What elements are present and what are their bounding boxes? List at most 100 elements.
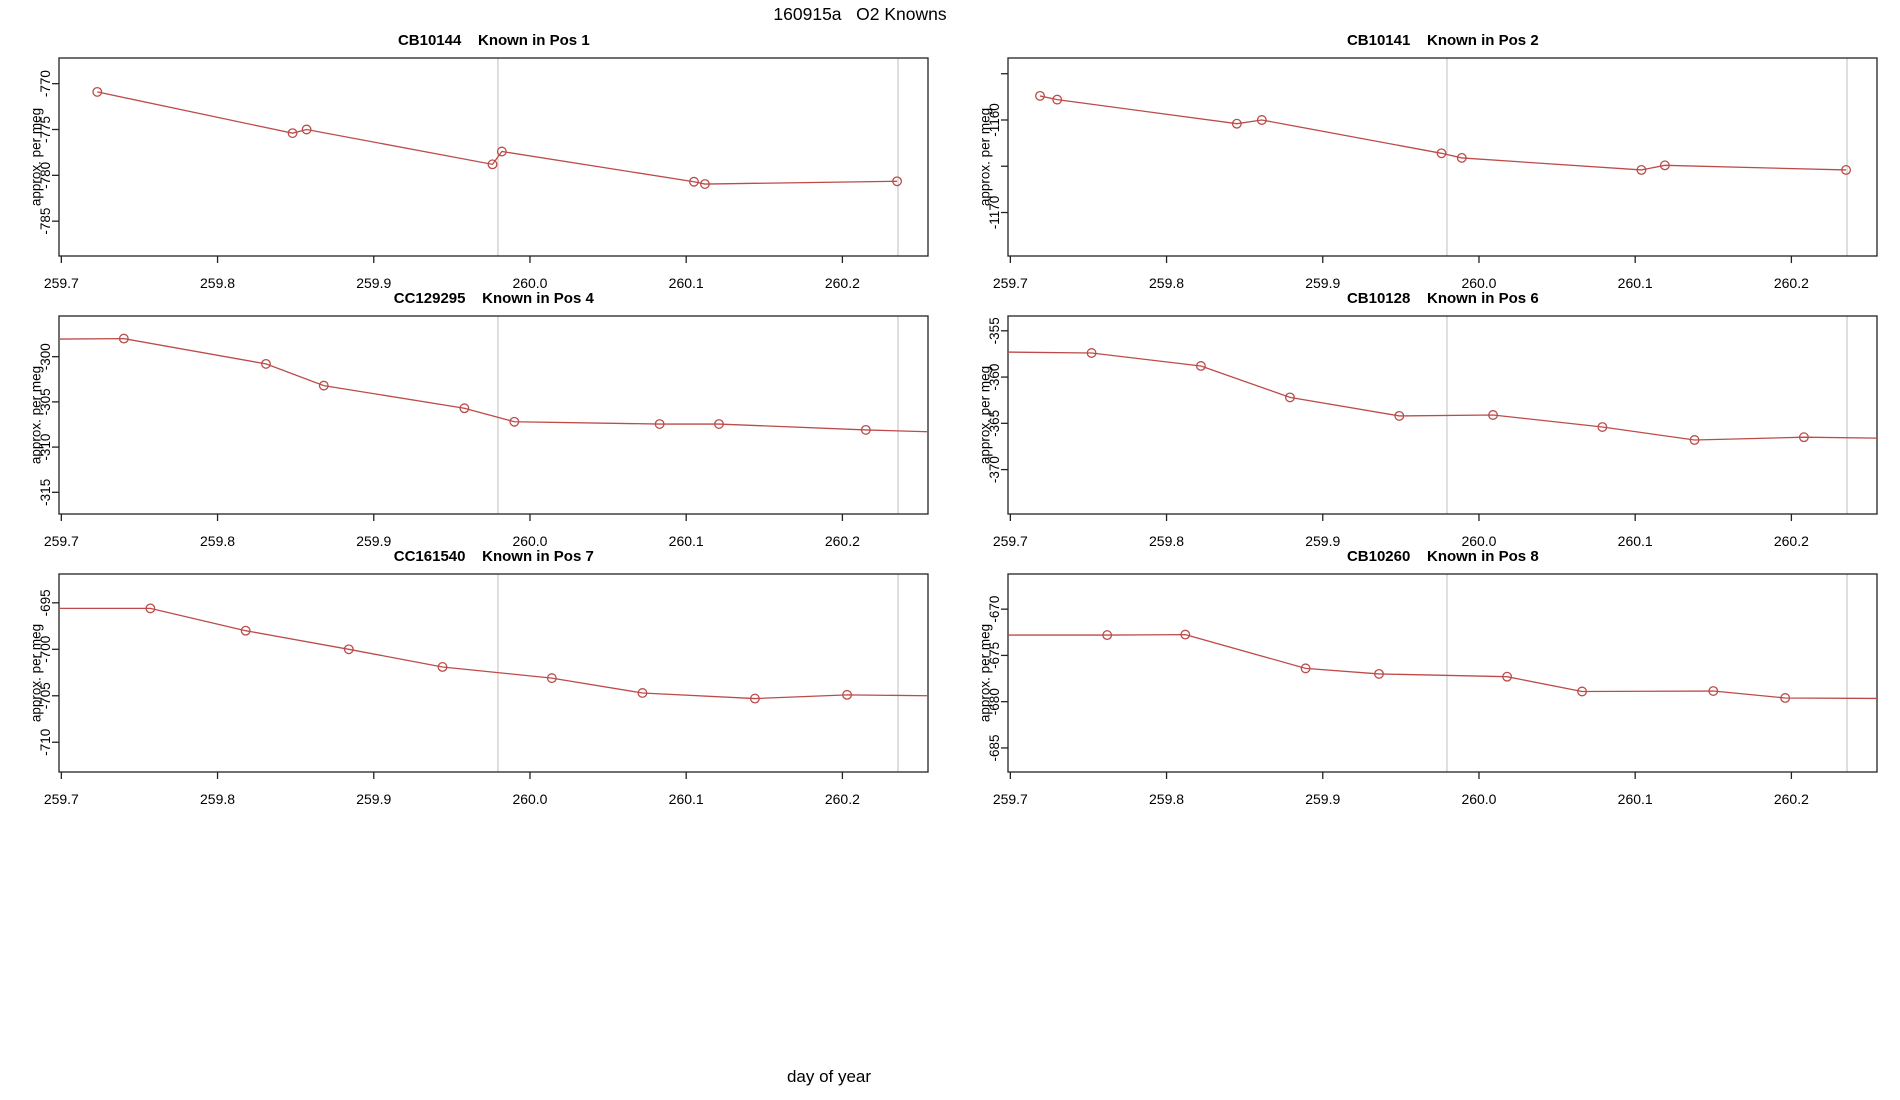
series-line xyxy=(1040,95,1847,171)
data-point xyxy=(1689,435,1700,445)
data-point xyxy=(654,419,665,429)
data-point xyxy=(1436,148,1447,159)
x-tick-label: 259.8 xyxy=(1149,533,1184,549)
data-point xyxy=(241,625,251,636)
data-point xyxy=(1052,94,1063,105)
x-tick-label: 260.1 xyxy=(669,533,704,549)
x-tick-label: 260.1 xyxy=(1618,275,1653,291)
plot-box xyxy=(58,573,929,773)
x-tick-label: 259.9 xyxy=(357,275,392,291)
data-point xyxy=(119,333,130,344)
data-point xyxy=(287,128,298,139)
x-tick-label: 259.8 xyxy=(1149,275,1184,291)
y-tick-label: -770 xyxy=(38,70,53,97)
x-tick-label: 260.0 xyxy=(1462,275,1497,291)
y-tick-label: -315 xyxy=(38,479,53,506)
panel-title-CC161540: CC161540 Known in Pos 7 xyxy=(393,548,594,565)
plot-svg-CC129295: -315 -310 -305 -300 259.7 259.8 259.9 260.0 260.… xyxy=(38,315,929,549)
x-tick-label: 259.7 xyxy=(993,275,1028,291)
series-line xyxy=(59,607,929,700)
data-point xyxy=(714,419,725,429)
y-tick-label: -300 xyxy=(38,343,53,370)
data-point xyxy=(1799,432,1810,443)
data-point xyxy=(1780,693,1791,703)
x-tick-label: 259.7 xyxy=(44,791,79,807)
x-tick-label: 259.8 xyxy=(200,791,235,807)
series-line xyxy=(1008,351,1878,441)
data-point xyxy=(1597,422,1608,432)
x-tick-label: 260.0 xyxy=(1462,791,1497,807)
x-tick-label: 260.2 xyxy=(825,533,860,549)
data-point xyxy=(1488,410,1499,420)
panel-title-CB10141: CB10141 Known in Pos 2 xyxy=(1346,32,1539,49)
panel-title-CB10144: CB10144 Known in Pos 1 xyxy=(397,32,590,49)
y-tick-label: -775 xyxy=(38,116,53,143)
y-tick-label: -785 xyxy=(38,208,53,235)
data-point xyxy=(1636,165,1647,175)
x-tick-label: 259.7 xyxy=(44,533,79,549)
data-point xyxy=(1394,410,1405,421)
main-title: 160915a O2 Knowns xyxy=(773,4,947,24)
y-tick-label: -705 xyxy=(38,682,53,709)
x-tick-label: 259.8 xyxy=(200,533,235,549)
data-point xyxy=(1035,90,1046,101)
data-point xyxy=(459,403,470,414)
plot-svg-CC161540: -710 -705 -700 -695 259.7 259.8 259.9 260.0 260.… xyxy=(38,573,929,807)
y-tick-label: -1170 xyxy=(987,196,1002,230)
y-tick-label: -710 xyxy=(38,729,53,756)
data-point xyxy=(861,424,872,435)
y-tick-label: -365 xyxy=(987,410,1002,437)
panel-title-CB10260: CB10260 Known in Pos 8 xyxy=(1346,548,1539,565)
data-point xyxy=(892,176,903,187)
data-point xyxy=(145,603,156,614)
x-tick-label: 260.1 xyxy=(669,791,704,807)
plot-svg-CB10144: -785 -780 -775 -770 259.7 259.8 259.9 260.0 260.… xyxy=(38,57,929,291)
x-tick-label: 259.8 xyxy=(1149,791,1184,807)
series-line xyxy=(97,91,898,185)
x-tick-label: 259.7 xyxy=(993,533,1028,549)
plot-box xyxy=(58,57,929,257)
y-tick-label: -700 xyxy=(38,636,53,663)
x-tick-label: 260.0 xyxy=(513,275,548,291)
y-tick-label: -310 xyxy=(38,434,53,461)
data-point xyxy=(1180,629,1191,640)
x-tick-label: 260.2 xyxy=(1774,533,1809,549)
data-point xyxy=(637,688,648,698)
plot-svg-CB10260: -685 -680 -675 -670 259.7 259.8 259.9 260.0 260.… xyxy=(987,573,1878,807)
panel-title-CC129295: CC129295 Known in Pos 4 xyxy=(393,290,594,307)
data-point xyxy=(1577,686,1588,697)
x-axis-title: day of year xyxy=(786,1067,872,1086)
y-tick-label: -695 xyxy=(38,589,53,616)
data-point xyxy=(319,380,330,391)
data-point xyxy=(1086,348,1097,358)
x-tick-label: 260.0 xyxy=(1462,533,1497,549)
data-point xyxy=(842,689,853,700)
data-point xyxy=(261,358,272,369)
data-point xyxy=(1257,115,1268,125)
plot-svg-CB10141: -1170 -1160 259.7 259.8 259.9 260.0 260.1 260.2 xyxy=(987,57,1878,291)
data-point xyxy=(1300,663,1311,674)
y-tick-label: -360 xyxy=(987,364,1002,391)
plot-box xyxy=(58,315,929,515)
data-point xyxy=(1232,118,1243,129)
data-point xyxy=(1285,392,1296,403)
plot-box xyxy=(1007,57,1878,257)
x-tick-label: 259.9 xyxy=(1306,275,1341,291)
data-point xyxy=(344,644,355,655)
data-point xyxy=(497,146,508,157)
y-tick-label: -355 xyxy=(987,317,1002,344)
x-tick-label: 259.7 xyxy=(993,791,1028,807)
data-point xyxy=(92,86,103,97)
plot-svg-CB10128: -370 -365 -360 -355 259.7 259.8 259.9 260.0 260.… xyxy=(987,315,1878,549)
panel-title-CB10128: CB10128 Known in Pos 6 xyxy=(1346,290,1539,307)
data-point xyxy=(1841,165,1852,175)
x-tick-label: 259.7 xyxy=(44,275,79,291)
y-tick-label: -685 xyxy=(987,734,1002,761)
data-point xyxy=(509,416,520,427)
data-point xyxy=(1708,686,1719,696)
data-point xyxy=(301,124,312,135)
data-point xyxy=(1374,668,1385,679)
y-tick-label: -780 xyxy=(38,162,53,189)
data-point xyxy=(750,693,761,704)
series-line xyxy=(1008,633,1878,700)
